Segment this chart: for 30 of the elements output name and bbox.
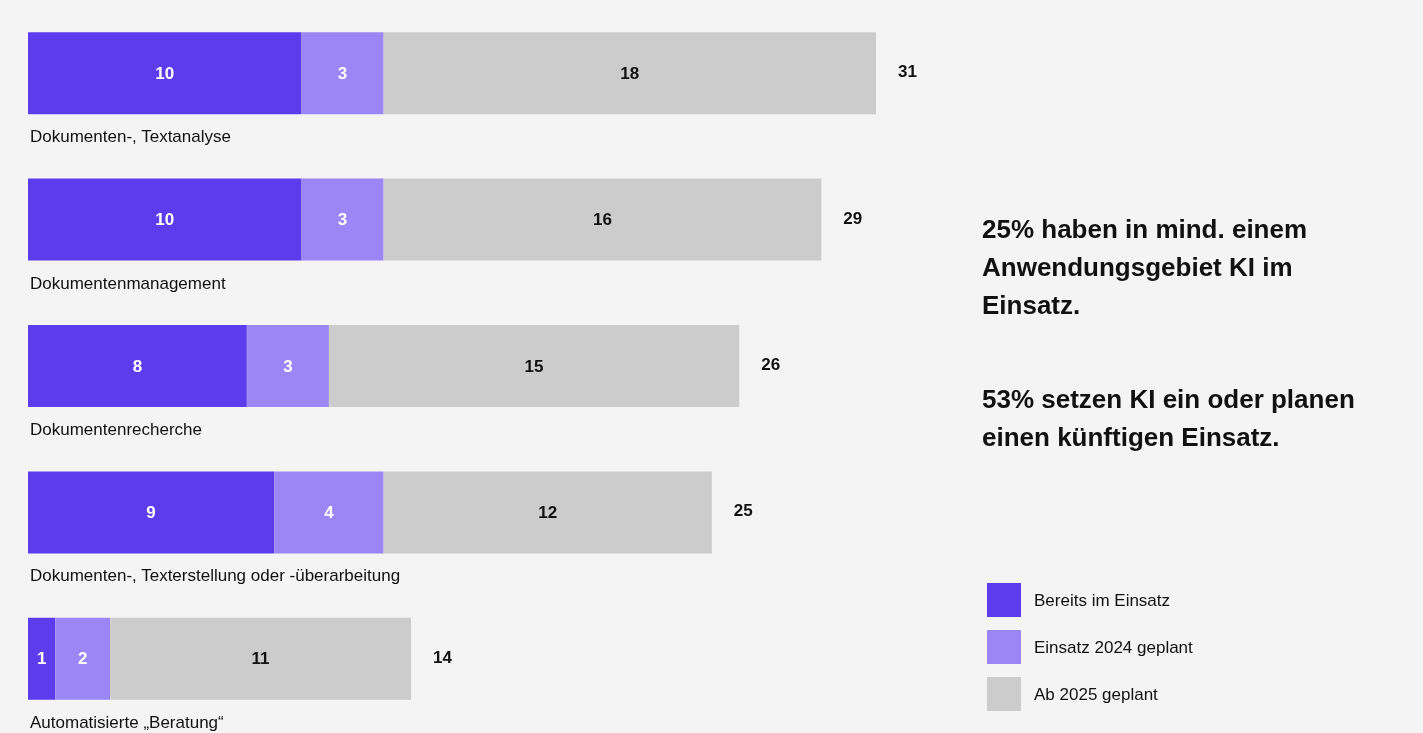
data-label: 4 xyxy=(324,502,335,522)
y-tick-label: Dokumentenrecherche xyxy=(30,420,202,439)
data-label: 16 xyxy=(592,210,612,230)
data-label: 9 xyxy=(146,502,156,522)
total-label: 26 xyxy=(761,355,781,374)
y-tick-label: Dokumentenmanagement xyxy=(30,273,226,293)
legend-label: Bereits im Einsatz xyxy=(1034,590,1171,610)
total-label: 31 xyxy=(898,62,917,82)
y-tick-label: Dokumenten-, Texterstellung oder -überarbeitung xyxy=(30,566,401,586)
data-label: 10 xyxy=(155,210,175,230)
text: 53% setzen KI ein oder planen einen künftigen Einsatz. xyxy=(982,384,1362,452)
legend-label: Einsatz 2024 geplant xyxy=(1034,637,1194,657)
legend-label: Ab 2025 geplant xyxy=(1034,684,1159,704)
data-label: 11 xyxy=(251,649,270,669)
data-label: 3 xyxy=(337,63,348,83)
data-label: 2 xyxy=(77,649,88,669)
data-label: 18 xyxy=(620,63,640,83)
total-label: 29 xyxy=(843,208,863,228)
text: 25% haben in mind. einem Anwendungsgebiet KI im Einsatz. xyxy=(982,214,1315,320)
data-label: 1 xyxy=(36,649,47,669)
total-label: 14 xyxy=(432,647,453,667)
data-label: 3 xyxy=(337,210,348,230)
y-tick-label: Automatisierte „Beratung“ xyxy=(30,712,225,732)
data-label: 12 xyxy=(538,502,558,522)
data-label: 15 xyxy=(524,356,544,376)
data-label: 10 xyxy=(155,63,175,83)
data-label: 8 xyxy=(132,356,143,376)
data-label: 3 xyxy=(283,356,293,376)
y-tick-label: Dokumenten-, Textanalyse xyxy=(30,127,231,147)
total-label: 25 xyxy=(733,501,753,521)
